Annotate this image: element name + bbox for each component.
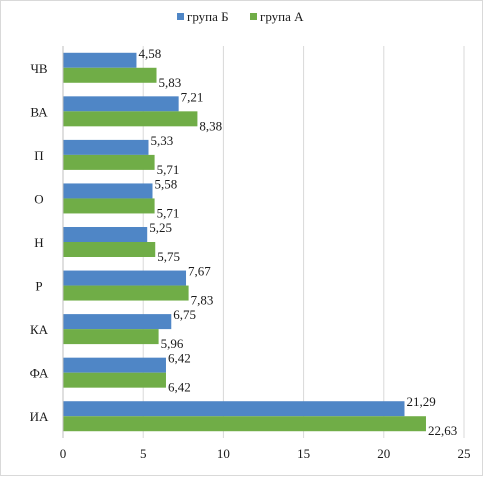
data-label: 6,42 xyxy=(168,380,191,395)
category-label: ВА xyxy=(30,104,48,119)
x-tick-label: 15 xyxy=(297,446,310,461)
data-label: 5,96 xyxy=(161,336,184,351)
axis: 0 5 10 15 20 25 ЧВ ВА П О Н Р КА ФА ИА xyxy=(30,46,471,461)
category-label: ФА xyxy=(30,366,49,381)
category-label: ЧВ xyxy=(30,61,47,76)
category-label: О xyxy=(34,191,43,206)
bar-group-b xyxy=(63,52,137,68)
x-tick-label: 5 xyxy=(140,446,147,461)
data-label: 5,25 xyxy=(149,220,172,235)
data-label: 5,75 xyxy=(157,249,180,264)
bar-group-b xyxy=(63,270,187,286)
bar-group-a xyxy=(63,329,159,345)
data-label: 5,58 xyxy=(155,176,178,191)
data-label: 4,58 xyxy=(138,46,161,61)
data-label: 7,67 xyxy=(188,264,211,279)
bar-group-b xyxy=(63,401,405,417)
legend-swatch-group-a xyxy=(250,13,257,20)
bars: 4,585,837,218,385,335,715,585,715,255,75… xyxy=(63,46,457,438)
x-tick-label: 25 xyxy=(458,446,471,461)
data-label: 21,29 xyxy=(406,394,435,409)
data-label: 5,71 xyxy=(157,205,180,220)
data-label: 6,75 xyxy=(173,307,196,322)
x-tick-label: 20 xyxy=(377,446,390,461)
bar-group-a xyxy=(63,111,198,127)
data-label: 5,33 xyxy=(150,133,173,148)
legend-swatch-group-b xyxy=(177,13,184,20)
bar-group-b xyxy=(63,139,149,155)
legend-label-group-b: група Б xyxy=(187,9,229,24)
legend-label-group-a: група А xyxy=(260,9,304,24)
category-label: ИА xyxy=(30,409,49,424)
data-label: 5,71 xyxy=(157,162,180,177)
data-label: 7,83 xyxy=(191,293,214,308)
bar-group-a xyxy=(63,198,155,214)
bar-group-a xyxy=(63,242,156,257)
bar-group-b xyxy=(63,227,148,242)
bar-group-a xyxy=(63,285,189,301)
bar-group-b xyxy=(63,96,179,112)
bar-group-b xyxy=(63,357,166,373)
bar-group-a xyxy=(63,372,166,388)
data-label: 6,42 xyxy=(168,351,191,366)
data-label: 22,63 xyxy=(428,423,457,438)
bar-group-b xyxy=(63,183,153,199)
category-label: КА xyxy=(30,322,49,337)
bar-group-a xyxy=(63,154,155,170)
bar-group-b xyxy=(63,314,172,330)
bar-group-a xyxy=(63,67,157,83)
legend: група Б група А xyxy=(177,9,304,24)
category-label: Р xyxy=(35,279,42,294)
x-tick-label: 0 xyxy=(60,446,67,461)
category-label: Н xyxy=(34,235,43,250)
data-label: 5,83 xyxy=(159,75,182,90)
data-label: 7,21 xyxy=(181,89,204,104)
bar-group-a xyxy=(63,416,426,432)
data-label: 8,38 xyxy=(199,118,222,133)
x-tick-label: 10 xyxy=(217,446,230,461)
category-label: П xyxy=(34,148,43,163)
